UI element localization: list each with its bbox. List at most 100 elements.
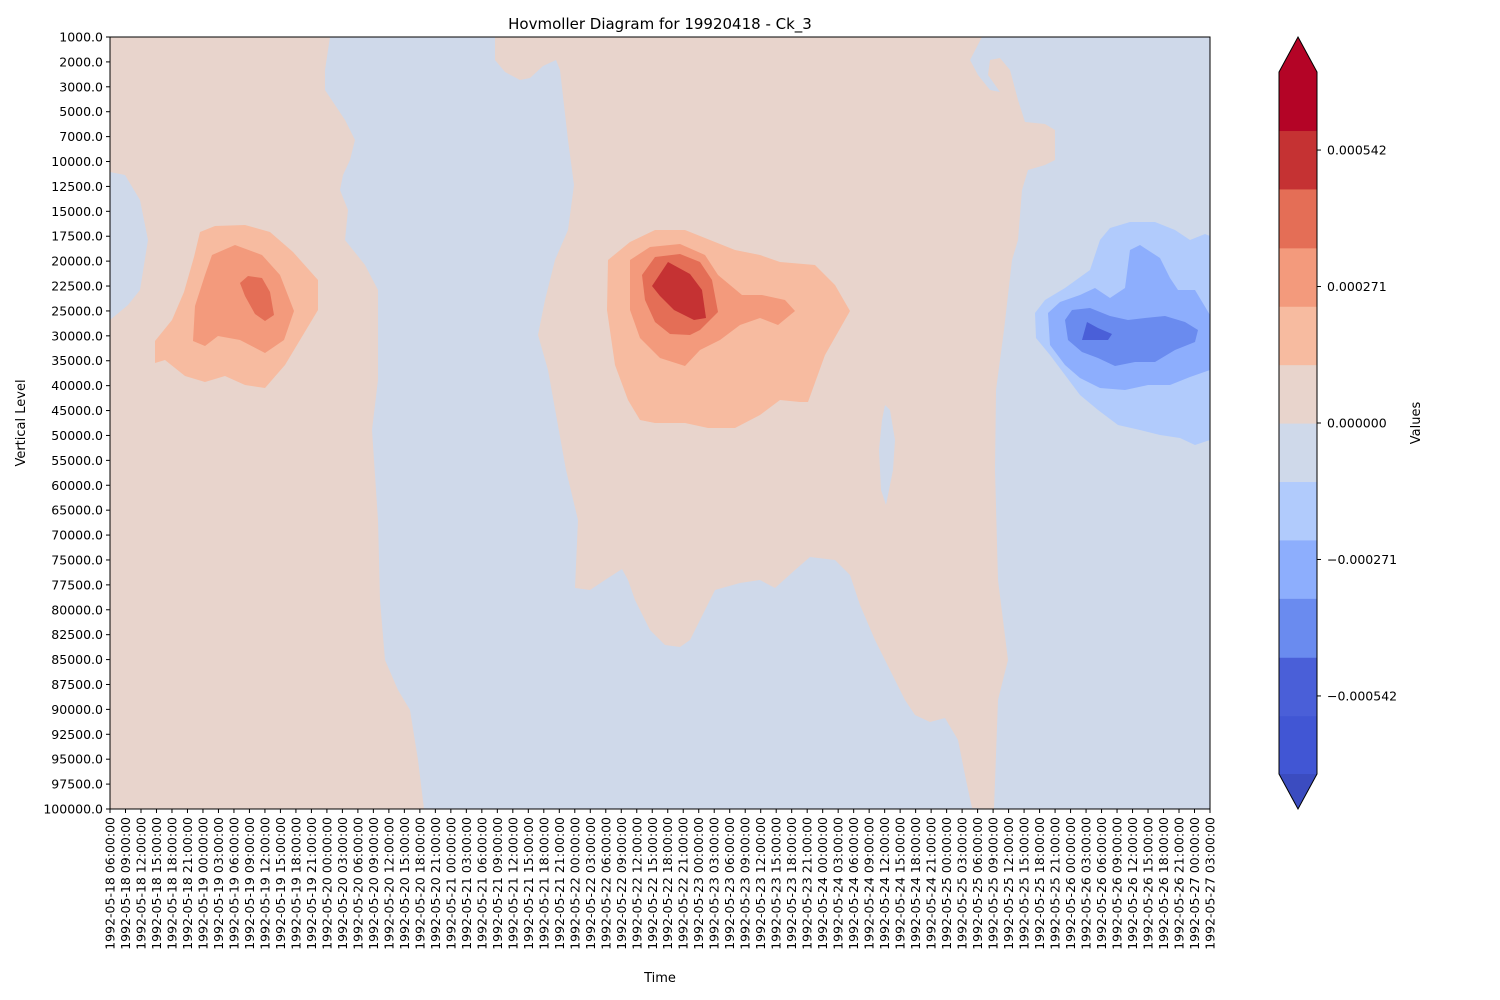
chart-title: Hovmoller Diagram for 19920418 - Ck_3 bbox=[508, 15, 812, 34]
x-tick-label: 1992-05-19 06:00:00 bbox=[226, 817, 241, 950]
colorbar-segment bbox=[1279, 247, 1317, 307]
colorbar-segment bbox=[1279, 657, 1317, 717]
x-tick-label: 1992-05-23 06:00:00 bbox=[722, 817, 737, 950]
x-tick-label: 1992-05-25 21:00:00 bbox=[1048, 817, 1063, 950]
y-tick-label: 50000.0 bbox=[51, 428, 103, 443]
x-tick-label: 1992-05-19 03:00:00 bbox=[211, 817, 226, 950]
x-tick-label: 1992-05-23 03:00:00 bbox=[707, 817, 722, 950]
x-tick-label: 1992-05-20 06:00:00 bbox=[350, 817, 365, 950]
y-tick-label: 95000.0 bbox=[51, 752, 103, 767]
y-tick-label: 80000.0 bbox=[51, 602, 103, 617]
x-tick-label: 1992-05-22 15:00:00 bbox=[645, 817, 660, 950]
x-tick-label: 1992-05-26 09:00:00 bbox=[1110, 817, 1125, 950]
x-tick-label: 1992-05-22 18:00:00 bbox=[660, 817, 675, 950]
y-tick-label: 82500.0 bbox=[51, 627, 103, 642]
plot-area bbox=[110, 37, 1210, 809]
colorbar-segment bbox=[1279, 715, 1317, 775]
x-tick-label: 1992-05-23 21:00:00 bbox=[800, 817, 815, 950]
colorbar-extend-min bbox=[1279, 774, 1317, 809]
colorbar-segment bbox=[1279, 364, 1317, 424]
y-tick-label: 60000.0 bbox=[51, 478, 103, 493]
x-tick-label: 1992-05-27 00:00:00 bbox=[1187, 817, 1202, 950]
x-tick-label: 1992-05-21 03:00:00 bbox=[459, 817, 474, 950]
x-tick-label: 1992-05-21 15:00:00 bbox=[521, 817, 536, 950]
y-tick-label: 25000.0 bbox=[51, 303, 103, 318]
x-tick-label: 1992-05-20 12:00:00 bbox=[381, 817, 396, 950]
x-tick-label: 1992-05-24 15:00:00 bbox=[893, 817, 908, 950]
contour-positive-west bbox=[110, 37, 424, 809]
x-tick-label: 1992-05-22 00:00:00 bbox=[567, 817, 582, 950]
x-tick-label: 1992-05-25 06:00:00 bbox=[970, 817, 985, 950]
y-tick-label: 92500.0 bbox=[51, 727, 103, 742]
x-tick-label: 1992-05-23 00:00:00 bbox=[691, 817, 706, 950]
y-tick-label: 12500.0 bbox=[51, 179, 103, 194]
colorbar-label: Values bbox=[1409, 402, 1424, 445]
x-tick-label: 1992-05-26 21:00:00 bbox=[1172, 817, 1187, 950]
contour-negative-sliver bbox=[879, 405, 895, 505]
x-tick-label: 1992-05-19 12:00:00 bbox=[257, 817, 272, 950]
x-tick-label: 1992-05-24 09:00:00 bbox=[862, 817, 877, 950]
y-tick-label: 97500.0 bbox=[51, 777, 103, 792]
y-tick-label: 45000.0 bbox=[51, 403, 103, 418]
plot-frame bbox=[109, 36, 1211, 810]
x-tick-label: 1992-05-24 12:00:00 bbox=[877, 817, 892, 950]
x-tick-label: 1992-05-19 18:00:00 bbox=[288, 817, 303, 950]
x-tick-label: 1992-05-20 03:00:00 bbox=[335, 817, 350, 950]
x-tick-label: 1992-05-18 12:00:00 bbox=[133, 817, 148, 950]
x-tick-label: 1992-05-25 15:00:00 bbox=[1017, 817, 1032, 950]
colorbar-segment bbox=[1279, 539, 1317, 599]
y-tick-label: 100000.0 bbox=[43, 802, 103, 817]
colorbar-segment bbox=[1279, 423, 1317, 483]
colorbar-segment bbox=[1279, 130, 1317, 190]
x-tick-label: 1992-05-18 15:00:00 bbox=[149, 817, 164, 950]
colorbar-segment bbox=[1279, 72, 1317, 132]
x-tick-label: 1992-05-25 18:00:00 bbox=[1032, 817, 1047, 950]
x-tick-label: 1992-05-22 09:00:00 bbox=[614, 817, 629, 950]
x-tick-label: 1992-05-25 09:00:00 bbox=[986, 817, 1001, 950]
x-tick-label: 1992-05-20 00:00:00 bbox=[319, 817, 334, 950]
y-tick-label: 7000.0 bbox=[59, 129, 103, 144]
x-tick-label: 1992-05-19 00:00:00 bbox=[195, 817, 210, 950]
y-tick-label: 85000.0 bbox=[51, 652, 103, 667]
x-axis: 1992-05-18 06:00:00 1992-05-18 09:00:00 19… bbox=[103, 809, 1218, 950]
x-tick-label: 1992-05-21 06:00:00 bbox=[474, 817, 489, 950]
colorbar-segment bbox=[1279, 598, 1317, 658]
y-tick-label: 15000.0 bbox=[51, 204, 103, 219]
y-tick-label: 20000.0 bbox=[51, 254, 103, 269]
x-tick-label: 1992-05-27 03:00:00 bbox=[1203, 817, 1218, 950]
x-tick-label: 1992-05-22 03:00:00 bbox=[583, 817, 598, 950]
y-tick-label: 70000.0 bbox=[51, 528, 103, 543]
x-tick-label: 1992-05-25 00:00:00 bbox=[939, 817, 954, 950]
y-tick-label: 65000.0 bbox=[51, 503, 103, 518]
x-tick-label: 1992-05-18 21:00:00 bbox=[180, 817, 195, 950]
x-tick-label: 1992-05-24 00:00:00 bbox=[815, 817, 830, 950]
contour-central-581 bbox=[652, 262, 706, 320]
x-tick-label: 1992-05-26 06:00:00 bbox=[1094, 817, 1109, 950]
contour-west-465 bbox=[240, 276, 274, 321]
x-tick-label: 1992-05-21 12:00:00 bbox=[505, 817, 520, 950]
y-axis: 1000.0 2000.0 3000.0 5000.0 7000.0 10000.0 125… bbox=[43, 30, 110, 817]
colorbar-tick-label: 0.000000 bbox=[1327, 416, 1387, 431]
y-tick-label: 35000.0 bbox=[51, 353, 103, 368]
colorbar-tick-label: −0.000542 bbox=[1327, 688, 1397, 703]
contour-west-348 bbox=[193, 245, 294, 353]
y-tick-label: 75000.0 bbox=[51, 552, 103, 567]
x-tick-label: 1992-05-22 12:00:00 bbox=[629, 817, 644, 950]
y-tick-label: 22500.0 bbox=[51, 279, 103, 294]
contour-positive-central bbox=[495, 37, 1055, 809]
x-tick-label: 1992-05-21 09:00:00 bbox=[490, 817, 505, 950]
x-tick-label: 1992-05-22 21:00:00 bbox=[676, 817, 691, 950]
x-tick-label: 1992-05-25 12:00:00 bbox=[1001, 817, 1016, 950]
x-tick-label: 1992-05-24 18:00:00 bbox=[908, 817, 923, 950]
colorbar-tick-label: 0.000271 bbox=[1327, 279, 1387, 294]
x-tick-label: 1992-05-21 18:00:00 bbox=[536, 817, 551, 950]
y-tick-label: 2000.0 bbox=[59, 54, 103, 69]
x-tick-label: 1992-05-21 21:00:00 bbox=[552, 817, 567, 950]
colorbar-outline bbox=[1278, 35, 1318, 811]
x-tick-label: 1992-05-21 00:00:00 bbox=[443, 817, 458, 950]
colorbar-segment bbox=[1279, 306, 1317, 366]
y-tick-label: 87500.0 bbox=[51, 677, 103, 692]
colorbar: 0.000542 0.000271 0.000000 −0.000271 −0.0005… bbox=[1278, 35, 1397, 811]
x-tick-label: 1992-05-25 03:00:00 bbox=[955, 817, 970, 950]
